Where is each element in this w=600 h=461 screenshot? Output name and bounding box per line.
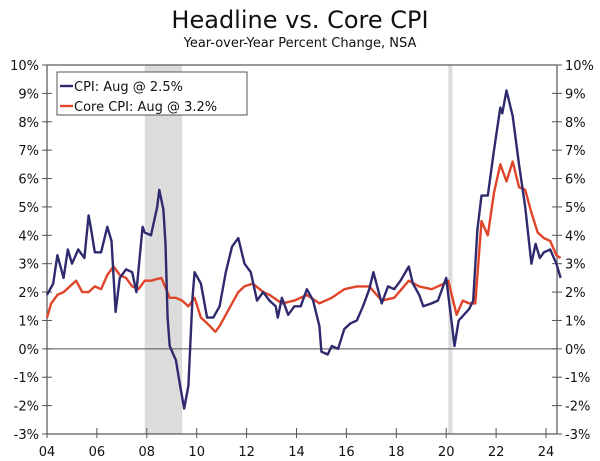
series-line: [45, 89, 562, 410]
x-tick-label: 20: [438, 445, 455, 460]
legend-label: Core CPI: Aug @ 3.2%: [74, 100, 217, 115]
y-tick-label: 3%: [18, 258, 39, 273]
series-line: [45, 160, 562, 333]
y-tick-label: 2%: [18, 286, 39, 301]
y-tick-label: 7%: [18, 144, 39, 159]
x-tick-label: 16: [338, 445, 355, 460]
recession-shading: [448, 65, 453, 434]
y-tick-label-right: 0%: [565, 343, 586, 358]
y-tick-label-right: 2%: [565, 286, 586, 301]
y-tick-label-right: -1%: [565, 371, 590, 386]
y-tick-label: 4%: [18, 229, 39, 244]
y-tick-label-right: 10%: [565, 59, 594, 74]
legend-label: CPI: Aug @ 2.5%: [74, 80, 183, 95]
recession-shading: [144, 65, 183, 434]
x-tick-label: 06: [89, 445, 106, 460]
y-tick-label-right: 9%: [565, 87, 586, 102]
y-tick-label-right: 8%: [565, 116, 586, 131]
x-tick-label: 04: [39, 445, 56, 460]
y-tick-label-right: 7%: [565, 144, 586, 159]
legend-box: [56, 71, 248, 116]
y-tick-label: 0%: [18, 343, 39, 358]
y-tick-label: -3%: [14, 428, 39, 443]
x-tick-label: 22: [488, 445, 505, 460]
y-tick-label: 9%: [18, 87, 39, 102]
y-tick-label: 10%: [10, 59, 39, 74]
y-tick-label: 8%: [18, 116, 39, 131]
x-tick-label: 12: [238, 445, 255, 460]
y-tick-label: -2%: [14, 400, 39, 415]
x-tick-label: 10: [188, 445, 205, 460]
y-tick-label-right: 4%: [565, 229, 586, 244]
x-tick-label: 14: [288, 445, 305, 460]
y-tick-label: 1%: [18, 314, 39, 329]
chart-subtitle: Year-over-Year Percent Change, NSA: [183, 36, 417, 51]
y-tick-label-right: 5%: [565, 201, 586, 216]
chart-title: Headline vs. Core CPI: [171, 6, 429, 34]
y-tick-label-right: -2%: [565, 400, 590, 415]
y-tick-label-right: -3%: [565, 428, 590, 443]
plot-frame: [46, 64, 558, 435]
y-tick-label-right: 1%: [565, 314, 586, 329]
x-tick-label: 08: [139, 445, 156, 460]
x-tick-label: 18: [388, 445, 405, 460]
y-tick-label: 6%: [18, 173, 39, 188]
y-tick-label-right: 6%: [565, 173, 586, 188]
legend: CPI: Aug @ 2.5% Core CPI: Aug @ 3.2%: [56, 71, 248, 116]
x-tick-label: 24: [538, 445, 555, 460]
y-tick-label-right: 3%: [565, 258, 586, 273]
y-tick-label: 5%: [18, 201, 39, 216]
y-tick-label: -1%: [14, 371, 39, 386]
